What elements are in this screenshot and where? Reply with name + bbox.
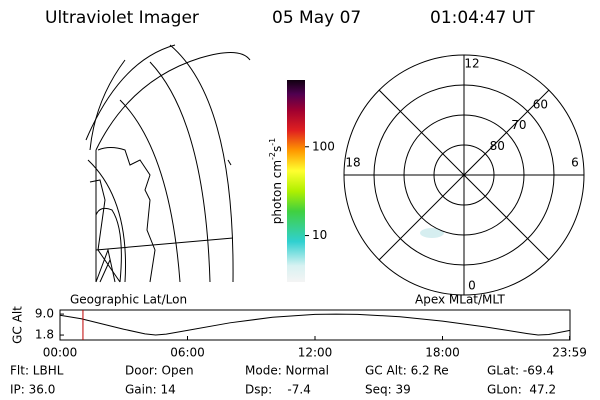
colorbar-tick-label: 10 bbox=[312, 228, 327, 242]
x-tick-label: 06:00 bbox=[170, 346, 205, 360]
map-label: Geographic Lat/Lon bbox=[70, 293, 187, 307]
lat-circle bbox=[433, 144, 495, 206]
y-tick-label: 1.8 bbox=[35, 328, 54, 342]
title: Ultraviolet Imager bbox=[45, 8, 199, 28]
lat-circle bbox=[403, 114, 525, 236]
colorbar-tick-label: 100 bbox=[312, 139, 335, 153]
map-grid bbox=[85, 44, 251, 283]
date: 05 May 07 bbox=[272, 8, 361, 28]
altitude-line bbox=[59, 313, 571, 336]
mlt-label: 12 bbox=[464, 57, 479, 71]
label-exp: -2 bbox=[268, 152, 277, 160]
status-field: Door: Open bbox=[125, 364, 194, 378]
x-tick-label: 00:00 bbox=[43, 346, 78, 360]
label-text: s bbox=[270, 146, 284, 152]
polar-frame bbox=[344, 55, 584, 295]
time: 01:04:47 UT bbox=[430, 8, 535, 28]
mlt-label: 18 bbox=[345, 156, 360, 170]
status-field: Seq: 39 bbox=[365, 383, 411, 397]
status-field: GLat: -69.4 bbox=[487, 364, 554, 378]
x-tick-label: 23:59 bbox=[552, 346, 587, 360]
label-text: photon cm bbox=[270, 160, 284, 224]
x-tick-label: 12:00 bbox=[298, 346, 333, 360]
x-tick-label: 18:00 bbox=[425, 346, 460, 360]
status-field: Dsp: -7.4 bbox=[245, 383, 311, 397]
status-field: GLon: 47.2 bbox=[487, 383, 556, 397]
status-field: Mode: Normal bbox=[245, 364, 329, 378]
y-tick-label: 9.0 bbox=[35, 307, 54, 321]
lat-circle bbox=[373, 84, 555, 266]
status-field: GC Alt: 6.2 Re bbox=[365, 364, 449, 378]
lat-label: 80 bbox=[490, 139, 505, 153]
lat-label: 70 bbox=[511, 118, 526, 132]
status-field: IP: 36.0 bbox=[10, 383, 55, 397]
colorbar bbox=[287, 80, 305, 282]
label-exp: -1 bbox=[268, 138, 277, 146]
polar-label: Apex MLat/MLT bbox=[415, 293, 505, 307]
mlt-label: 0 bbox=[468, 279, 476, 293]
mlt-label: 6 bbox=[571, 156, 579, 170]
lat-label: 60 bbox=[533, 97, 548, 111]
polar-outer bbox=[343, 54, 585, 296]
y-axis-label: GC Alt bbox=[11, 306, 25, 344]
aurora bbox=[420, 228, 444, 238]
status-field: Flt: LBHL bbox=[10, 364, 64, 378]
status-field: Gain: 14 bbox=[125, 383, 176, 397]
colorbar-label: photon cm-2s-1 bbox=[268, 138, 284, 225]
